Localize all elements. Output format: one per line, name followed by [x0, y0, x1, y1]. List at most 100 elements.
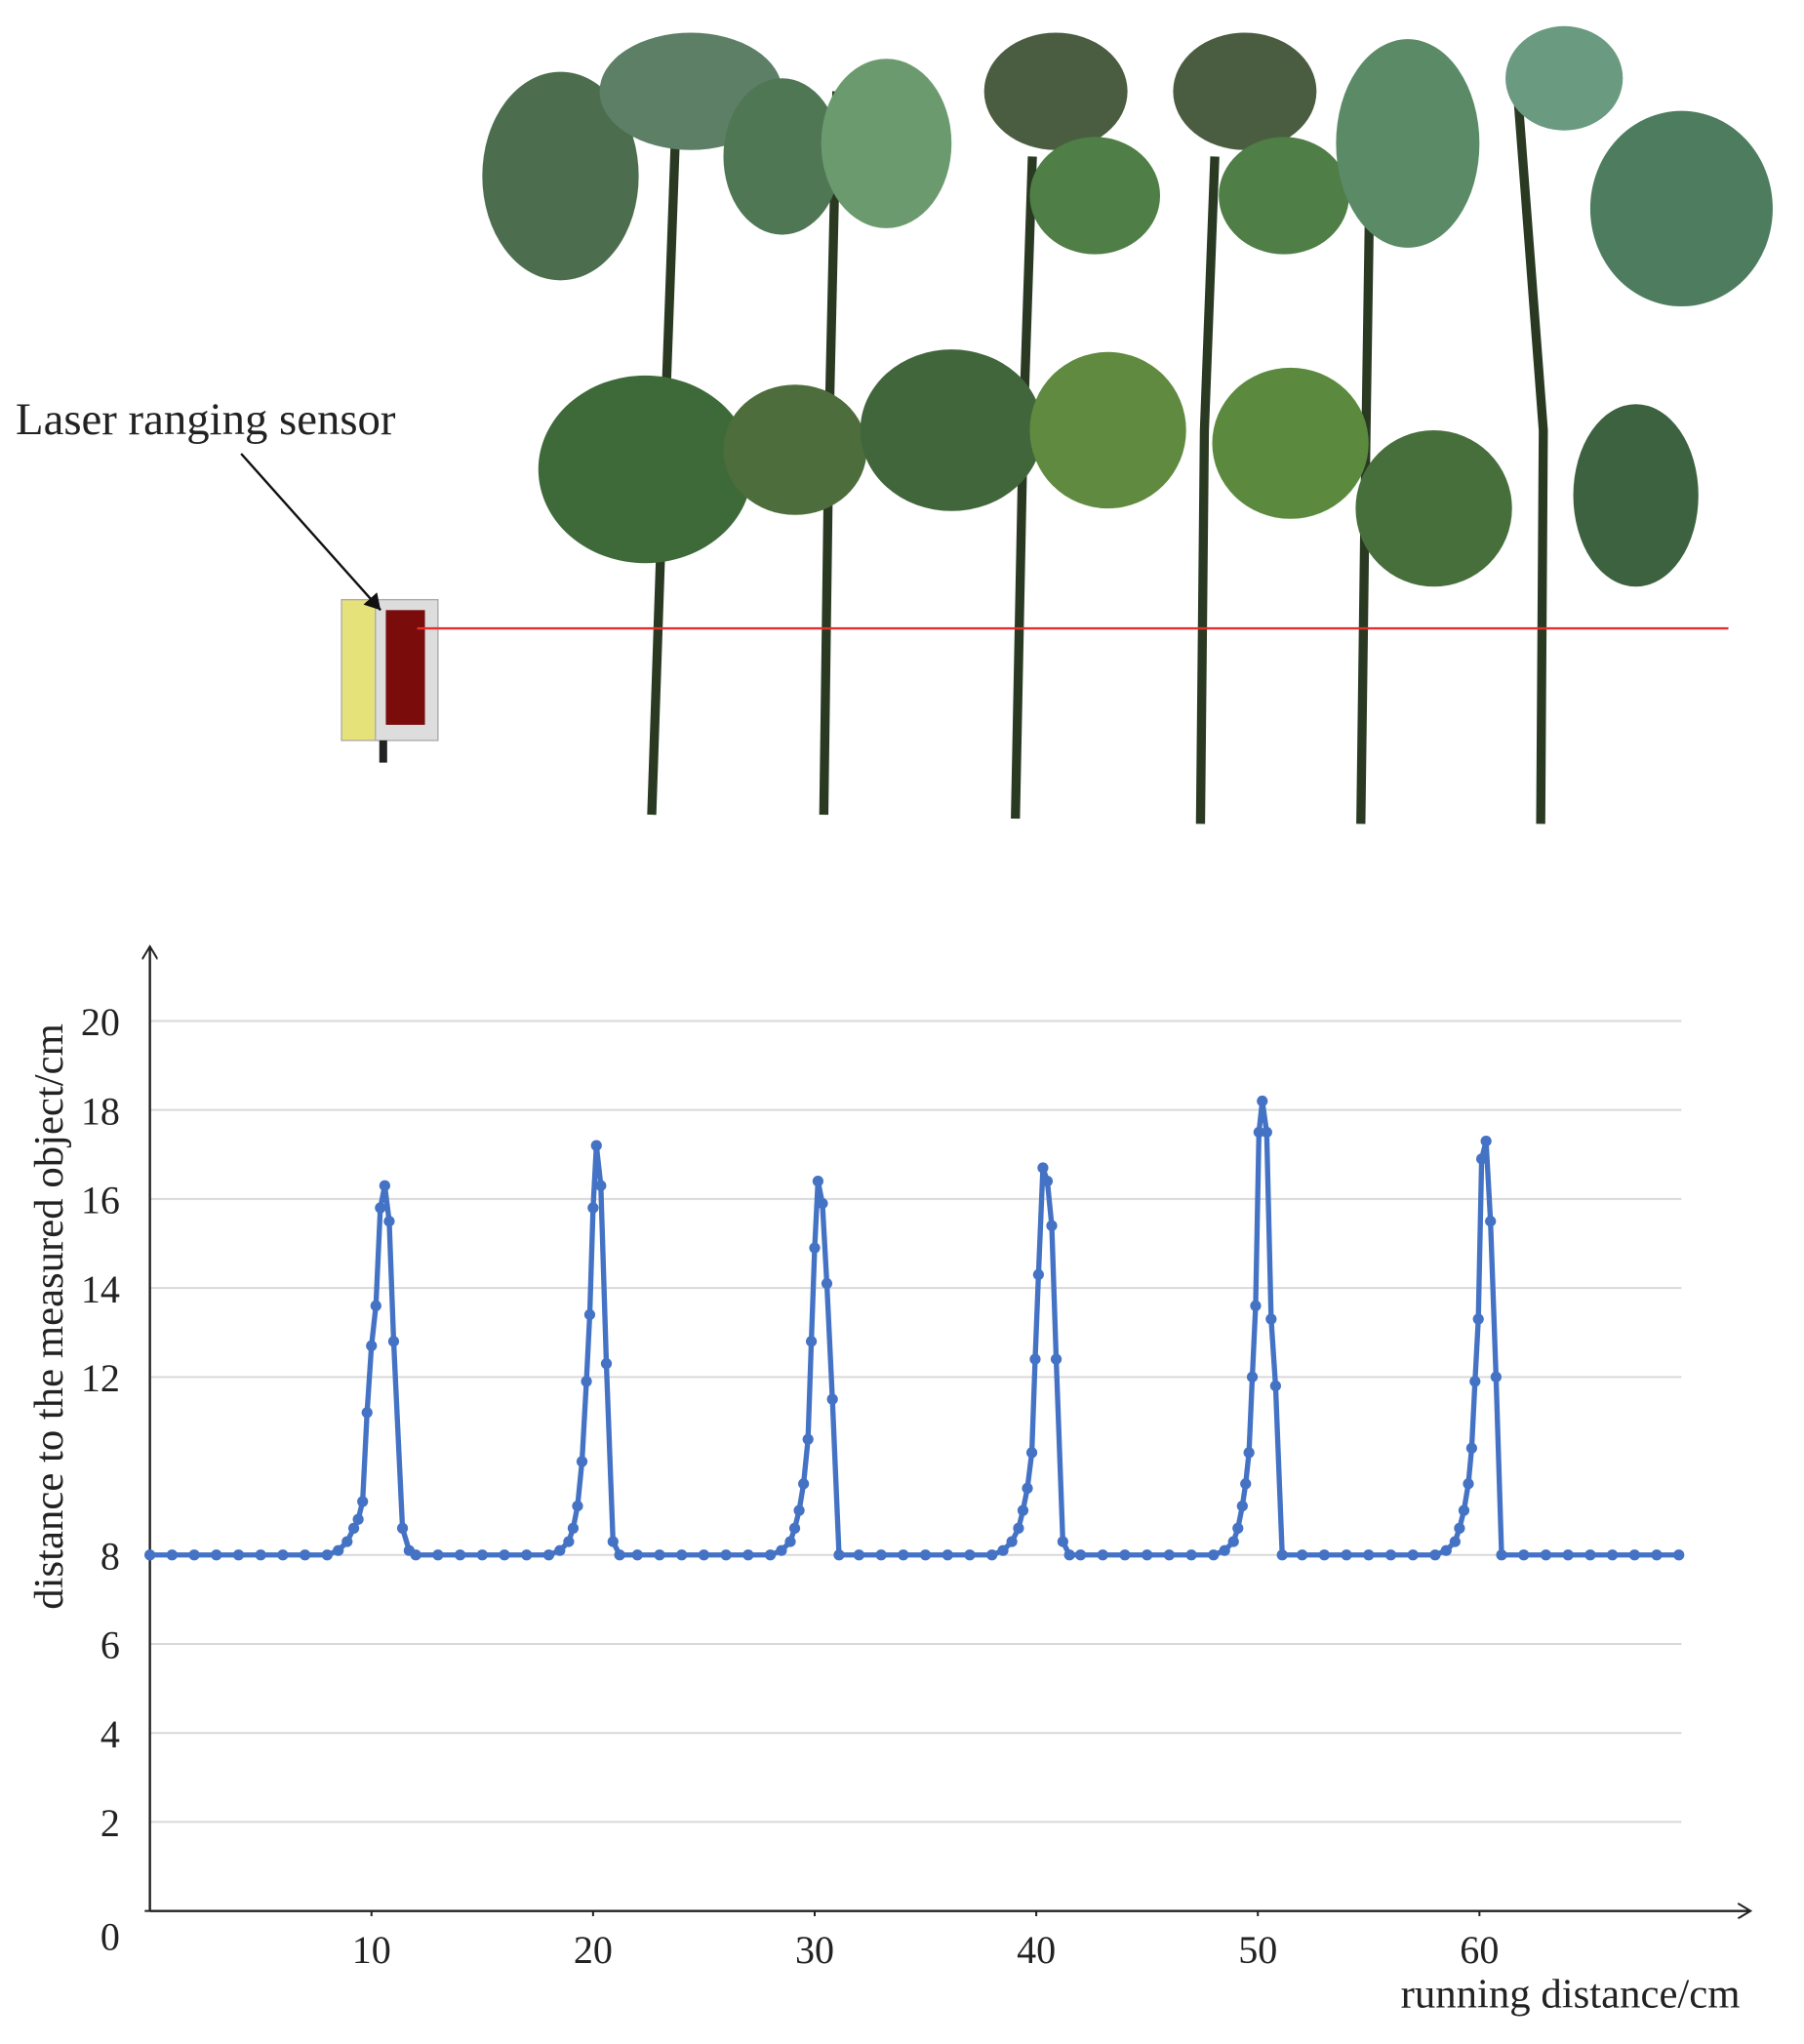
data-point [563, 1536, 575, 1547]
y-tick-label: 20 [81, 1000, 120, 1044]
x-tick-label: 10 [352, 1928, 391, 1972]
data-point [1480, 1135, 1492, 1147]
y-tick-label: 2 [100, 1801, 120, 1845]
data-point [1269, 1380, 1282, 1392]
data-point [554, 1544, 566, 1556]
data-point [1440, 1544, 1452, 1556]
x-tick-label: 40 [1017, 1928, 1056, 1972]
data-point [1074, 1549, 1087, 1561]
data-point [1163, 1549, 1175, 1561]
data-point [370, 1300, 381, 1311]
data-point [1219, 1544, 1230, 1556]
data-point [1257, 1095, 1268, 1107]
data-point [1469, 1376, 1481, 1387]
data-point [1017, 1504, 1029, 1516]
data-point [826, 1393, 838, 1405]
data-point [1006, 1536, 1018, 1547]
data-point [1032, 1268, 1044, 1281]
leaf [1029, 137, 1161, 255]
data-point [396, 1522, 409, 1535]
data-point [1142, 1549, 1153, 1561]
data-point [942, 1549, 953, 1561]
data-point [1429, 1549, 1441, 1561]
leaf [1589, 110, 1773, 307]
leaf [723, 78, 841, 235]
annotation-arrow [240, 453, 382, 612]
data-point [1246, 1371, 1259, 1383]
y-tick-label: 14 [81, 1267, 120, 1311]
data-point [919, 1549, 932, 1561]
data-point [1490, 1371, 1502, 1383]
data-point [1276, 1549, 1288, 1561]
leaf [1219, 137, 1349, 255]
data-point [1518, 1549, 1530, 1561]
data-point [576, 1456, 588, 1467]
y-tick-label: 16 [81, 1179, 120, 1222]
data-point [232, 1549, 245, 1561]
data-point [809, 1242, 821, 1254]
data-point [1025, 1447, 1038, 1459]
data-point [521, 1549, 533, 1561]
data-point [375, 1202, 386, 1214]
data-point [1232, 1522, 1244, 1535]
data-point [805, 1336, 818, 1347]
data-point [821, 1277, 833, 1290]
data-point [853, 1549, 865, 1561]
data-point [277, 1549, 289, 1561]
data-point [1651, 1549, 1663, 1561]
data-point [1013, 1522, 1024, 1535]
data-point [742, 1549, 754, 1561]
y-tick-label: 18 [81, 1089, 120, 1133]
x-axis-label: running distance/cm [1401, 1972, 1741, 2018]
data-point [1540, 1549, 1552, 1561]
data-point [1119, 1549, 1131, 1561]
data-point [1250, 1300, 1262, 1311]
y-axis-label: distance to the measured object/cm [26, 1023, 72, 1610]
plant-illustration: Laser ranging sensor [16, 25, 1773, 824]
data-point [1097, 1549, 1108, 1561]
data-point [1363, 1549, 1375, 1561]
data-point [784, 1536, 796, 1547]
data-point [432, 1549, 444, 1561]
x-tick-label: 60 [1460, 1928, 1499, 1972]
y-tick-label: 0 [100, 1915, 120, 1959]
data-point [1261, 1126, 1272, 1139]
data-point [1384, 1549, 1397, 1561]
data-point [812, 1176, 824, 1187]
data-point [387, 1336, 400, 1347]
leaf [1505, 25, 1624, 131]
data-point [188, 1549, 200, 1561]
data-point [676, 1549, 688, 1561]
data-point [1628, 1549, 1640, 1561]
data-point [964, 1549, 976, 1561]
data-point [1240, 1478, 1252, 1490]
data-point [875, 1549, 887, 1561]
data-point [1465, 1442, 1478, 1454]
data-point [383, 1216, 395, 1227]
data-point [1562, 1549, 1574, 1561]
leaf [1573, 404, 1699, 587]
leaf [1029, 351, 1186, 509]
x-tick-label: 30 [795, 1928, 834, 1972]
data-point [1243, 1447, 1255, 1459]
data-point [321, 1549, 333, 1561]
data-point [590, 1140, 602, 1151]
data-point [1022, 1482, 1033, 1494]
data-point [1458, 1504, 1470, 1516]
data-point [764, 1549, 777, 1561]
upper-leaves [482, 25, 1773, 307]
data-point [1318, 1549, 1330, 1561]
data-point [581, 1376, 592, 1387]
leaf [723, 384, 867, 515]
data-point [1297, 1549, 1308, 1561]
stem [1011, 156, 1037, 820]
data-point [1253, 1126, 1264, 1139]
data-point [300, 1549, 311, 1561]
data-point [614, 1549, 625, 1561]
data-point [366, 1340, 378, 1352]
data-point [986, 1549, 998, 1561]
data-point [476, 1549, 488, 1561]
data-point [454, 1549, 466, 1561]
data-point [542, 1549, 555, 1561]
